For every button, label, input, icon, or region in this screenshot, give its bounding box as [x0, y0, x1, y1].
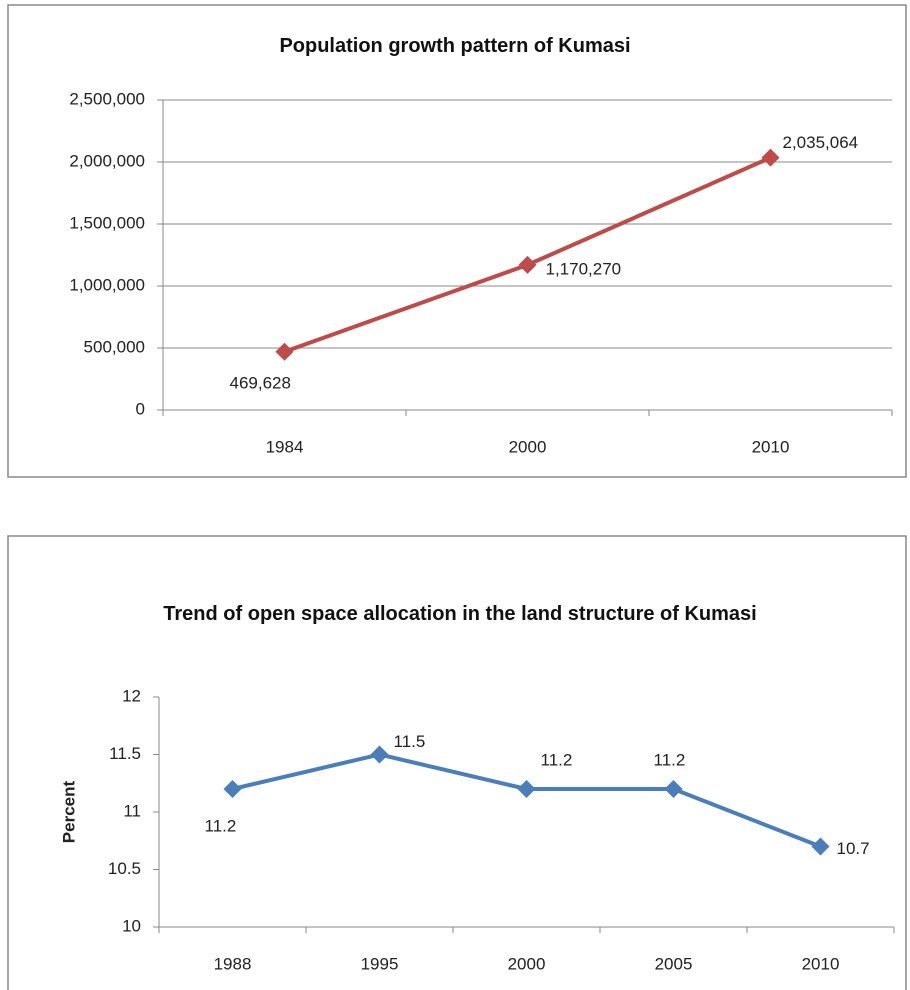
data-label: 11.2 [205, 816, 237, 835]
y-tick-label: 2,500,000 [69, 89, 145, 108]
data-label: 11.2 [654, 750, 686, 769]
x-tick-label: 2000 [509, 437, 547, 456]
y-axis-label: Percent [59, 780, 78, 843]
data-marker [275, 342, 294, 361]
y-tick-label: 1,000,000 [69, 275, 145, 294]
y-tick-label: 0 [136, 399, 145, 418]
data-label: 11.2 [541, 750, 573, 769]
y-tick-label: 1,500,000 [69, 213, 145, 232]
y-tick-label: 12 [122, 686, 141, 705]
data-label: 2,035,064 [783, 133, 859, 152]
x-tick-label: 1984 [266, 437, 304, 456]
y-tick-label: 2,000,000 [69, 151, 145, 170]
y-tick-label: 10 [122, 916, 141, 935]
data-label: 1,170,270 [546, 259, 622, 278]
chart-title: Population growth pattern of Kumasi [279, 35, 631, 57]
chart-title: Trend of open space allocation in the la… [163, 603, 757, 625]
data-marker [517, 780, 536, 798]
data-marker [811, 837, 830, 856]
x-tick-label: 1988 [214, 954, 252, 973]
data-label: 10.7 [837, 839, 870, 858]
x-tick-label: 2000 [508, 954, 546, 973]
data-label: 11.5 [394, 732, 426, 751]
data-marker [370, 745, 389, 764]
y-tick-label: 11.5 [109, 744, 141, 763]
y-tick-label: 10.5 [108, 859, 141, 878]
x-tick-label: 2010 [752, 437, 790, 456]
y-tick-label: 500,000 [84, 337, 145, 356]
chart-frame [7, 4, 907, 478]
data-marker [518, 255, 537, 274]
data-marker [761, 148, 780, 167]
data-label: 469,628 [230, 373, 291, 392]
x-tick-label: 2010 [802, 954, 840, 973]
x-tick-label: 2005 [655, 954, 693, 973]
chart-frame [7, 535, 907, 990]
data-marker [223, 780, 242, 798]
data-marker [664, 780, 683, 798]
x-tick-label: 1995 [361, 954, 399, 973]
y-tick-label: 11 [123, 801, 141, 820]
